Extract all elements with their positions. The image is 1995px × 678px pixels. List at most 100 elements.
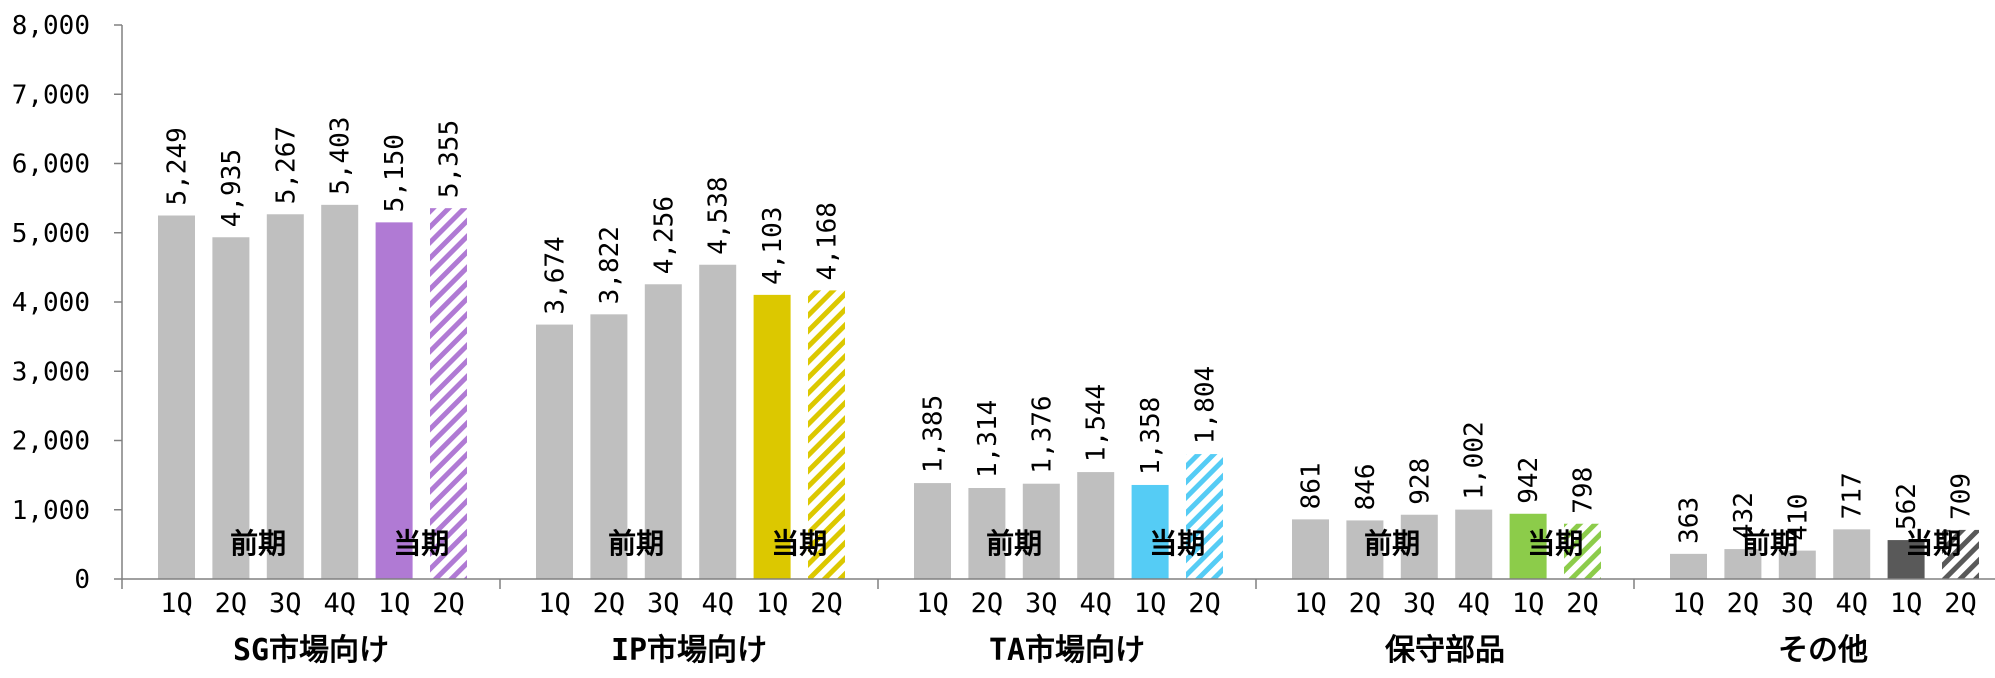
bar [1400, 514, 1438, 579]
group-label: TA市場向け [989, 633, 1145, 668]
data-label: 562 [1892, 483, 1922, 530]
x-tick-label: 1Q [160, 588, 193, 619]
x-tick-label: 1Q [756, 588, 789, 619]
y-tick-label: 0 [74, 565, 90, 595]
period-label-current: 当期 [1149, 527, 1205, 560]
period-label-current: 当期 [393, 527, 449, 560]
y-tick-label: 6,000 [12, 150, 90, 180]
bar [644, 284, 682, 579]
data-labels: 5,249 4,935 5,267 5,403 5,150 5,355 前期 当期 3,674 3… [163, 117, 1977, 560]
period-label-current: 当期 [771, 527, 827, 560]
bar [430, 208, 467, 579]
group-label: SG市場向け [233, 633, 389, 668]
x-tick-label: 1Q [1672, 588, 1705, 619]
x-tick-label: 1Q [1890, 588, 1923, 619]
data-label: 928 [1405, 458, 1435, 505]
x-tick-label: 3Q [1025, 588, 1058, 619]
data-label: 4,103 [758, 207, 788, 285]
x-tick-label: 2Q [971, 588, 1004, 619]
x-tick-label: 1Q [538, 588, 571, 619]
period-label-previous: 前期 [1742, 527, 1798, 560]
x-tick-label: 4Q [1835, 588, 1868, 619]
bar [808, 290, 845, 579]
bar [1670, 553, 1707, 579]
bar [375, 222, 413, 580]
x-tick-label: 2Q [1349, 588, 1382, 619]
group-label: その他 [1778, 633, 1868, 668]
bar [536, 324, 573, 579]
bar [1455, 509, 1493, 579]
bar [1022, 483, 1060, 579]
data-label: 1,376 [1027, 395, 1057, 473]
y-tick-label: 3,000 [12, 357, 90, 387]
data-label: 1,385 [919, 395, 949, 473]
x-tick-label: 2Q [810, 588, 843, 619]
data-label: 4,935 [217, 149, 247, 227]
bar [212, 237, 250, 579]
x-tick-label: 2Q [432, 588, 465, 619]
bar [1887, 540, 1925, 579]
data-label: 717 [1838, 472, 1868, 519]
x-tick-label: 4Q [701, 588, 734, 619]
bar [1186, 454, 1223, 579]
x-tick-label: 4Q [1457, 588, 1490, 619]
bar [1509, 513, 1547, 579]
group-label: IP市場向け [611, 633, 767, 668]
bar [1292, 519, 1329, 579]
x-tick-label: 2Q [215, 588, 248, 619]
data-label: 861 [1297, 462, 1327, 509]
data-label: 5,150 [380, 134, 410, 212]
bar [266, 214, 304, 579]
x-tick-label: 2Q [1727, 588, 1760, 619]
period-label-previous: 前期 [986, 527, 1042, 560]
data-label: 5,267 [271, 126, 301, 204]
data-label: 5,249 [163, 127, 193, 205]
bar [158, 215, 195, 579]
y-axis: 0 1,000 2,000 3,000 4,000 5,000 6,000 7,000 8,00… [12, 11, 123, 595]
x-tick-label: 1Q [378, 588, 411, 619]
data-label: 3,674 [541, 236, 571, 314]
data-label: 4,256 [649, 196, 679, 274]
bar [699, 264, 737, 579]
y-tick-label: 2,000 [12, 427, 90, 457]
period-label-previous: 前期 [608, 527, 664, 560]
bar [1346, 520, 1384, 579]
x-tick-label: 2Q [1944, 588, 1977, 619]
period-label-current: 当期 [1527, 527, 1583, 560]
x-tick-label: 1Q [1512, 588, 1545, 619]
bar [753, 294, 791, 579]
x-tick-label: 1Q [916, 588, 949, 619]
x-tick-label: 2Q [593, 588, 626, 619]
x-tick-label: 1Q [1134, 588, 1167, 619]
x-tick-label: 2Q [1566, 588, 1599, 619]
period-label-current: 当期 [1905, 527, 1961, 560]
bar [1564, 523, 1601, 579]
data-label: 1,314 [973, 400, 1003, 478]
data-label: 5,355 [435, 120, 465, 198]
data-label: 1,358 [1136, 397, 1166, 475]
data-label: 846 [1351, 463, 1381, 510]
data-label: 3,822 [595, 226, 625, 304]
bar [1833, 529, 1871, 579]
data-label: 1,804 [1191, 366, 1221, 444]
bar [321, 204, 359, 579]
x-tick-label: 3Q [1781, 588, 1814, 619]
period-label-previous: 前期 [230, 527, 286, 560]
bar [1942, 529, 1979, 579]
bar [968, 488, 1006, 579]
data-label: 1,002 [1460, 421, 1490, 499]
data-label: 432 [1729, 492, 1759, 539]
data-label: 5,403 [326, 117, 356, 195]
x-tick-label: 3Q [1403, 588, 1436, 619]
x-tick-label: 1Q [1294, 588, 1327, 619]
data-label: 4,538 [704, 176, 734, 254]
data-label: 4,168 [813, 202, 843, 280]
bar [1131, 484, 1169, 579]
x-tick-label: 4Q [1079, 588, 1112, 619]
data-label: 709 [1947, 473, 1977, 520]
data-label: 1,544 [1082, 384, 1112, 462]
data-label: 363 [1675, 497, 1705, 544]
bars [158, 204, 1979, 580]
bar [1724, 549, 1762, 579]
